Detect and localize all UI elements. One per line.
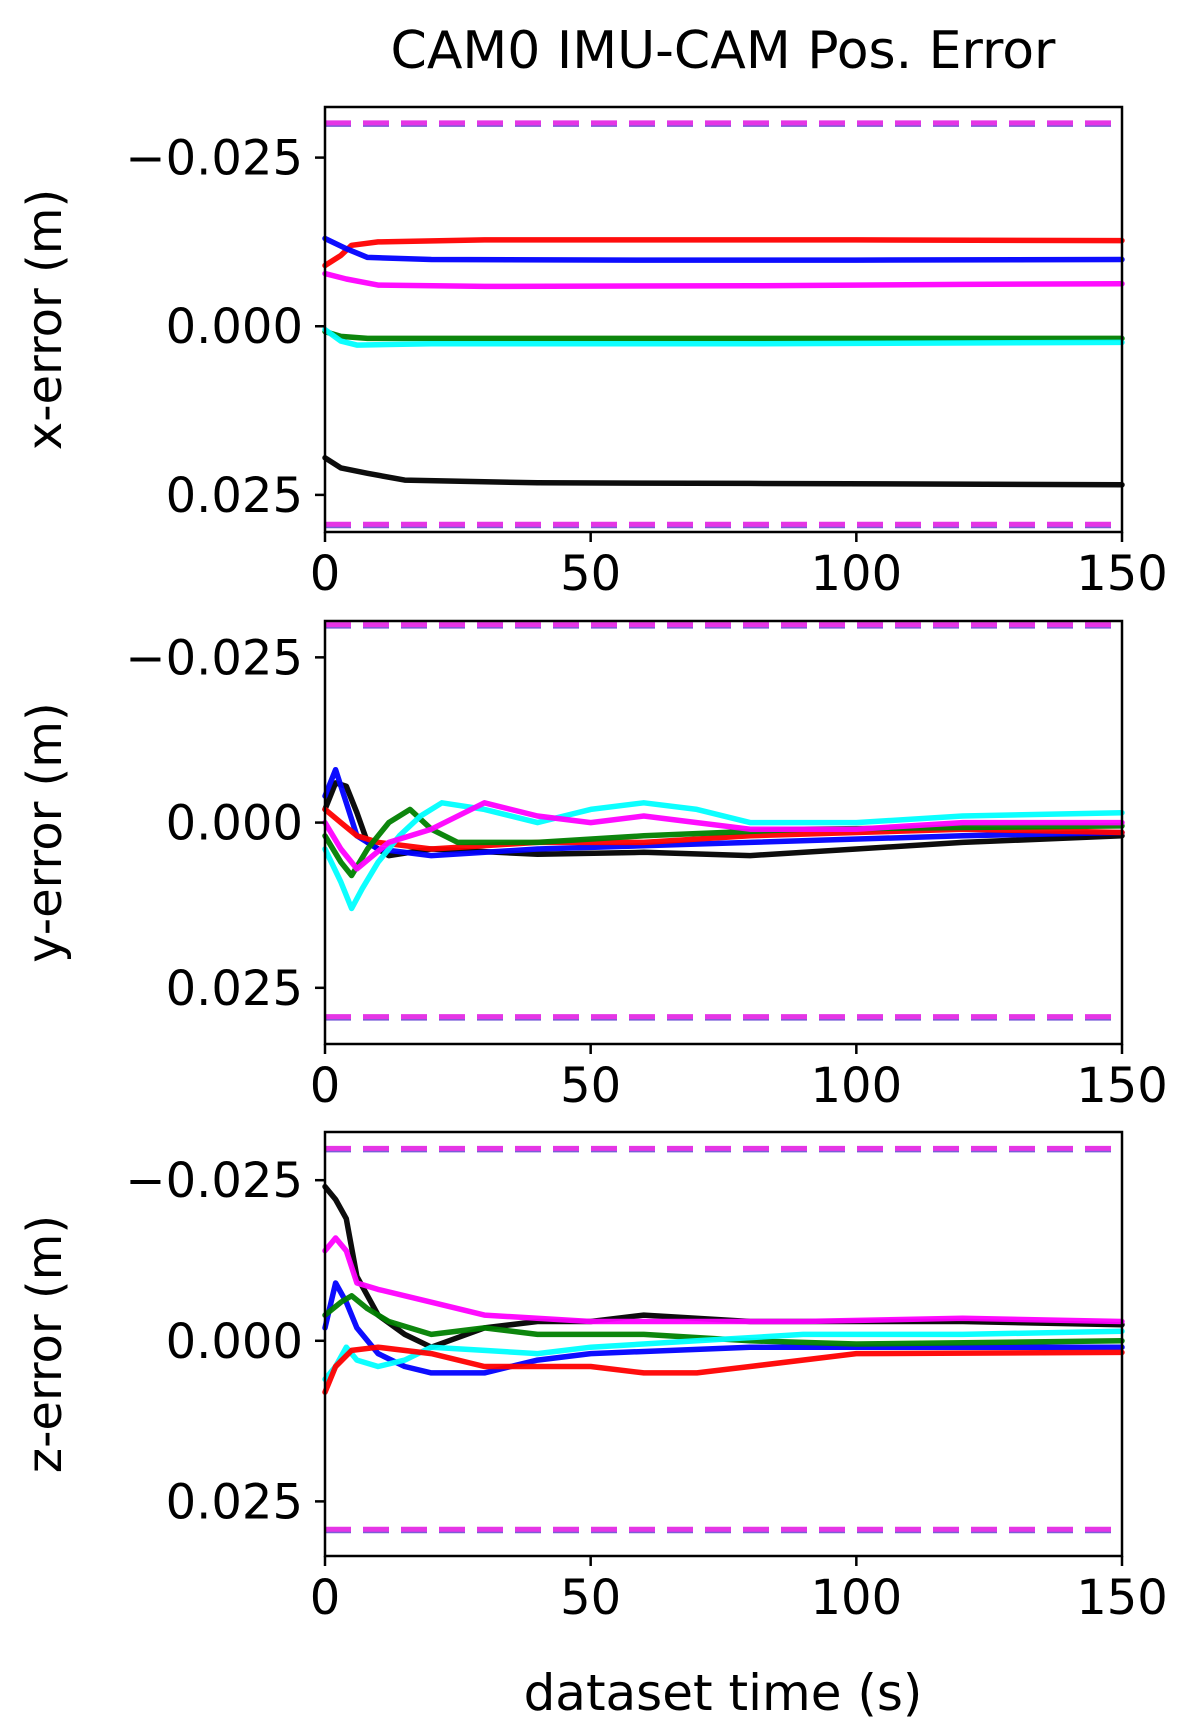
x-error-red-line <box>322 237 1125 269</box>
y-error-xtick-label: 150 <box>1076 1058 1168 1114</box>
x-error-black-line <box>322 455 1125 488</box>
x-error-xtick-label: 0 <box>310 546 341 602</box>
y-error-xtick-label: 50 <box>560 1058 621 1114</box>
y-error-red-line <box>322 806 1125 852</box>
z-error-series <box>322 1145 1125 1534</box>
x-error-series <box>322 120 1125 529</box>
z-error-xtick-label: 50 <box>560 1570 621 1626</box>
x-error-ylabel: x-error (m) <box>17 189 73 450</box>
z-error-xtick-label: 150 <box>1076 1570 1168 1626</box>
x-error-cyan-line <box>322 326 1125 348</box>
z-error-ytick-label: 0.025 <box>166 1474 303 1530</box>
y-error-ytick-label: −0.025 <box>125 630 303 686</box>
z-error-axes-frame <box>323 1130 1124 1558</box>
y-error-ytick-label: 0.025 <box>166 961 303 1017</box>
x-error-xtick-label: 150 <box>1076 546 1168 602</box>
y-error-panel: 0 50 100 150 −0.025 0.000 0.025 y-error (m) <box>17 619 1168 1114</box>
z-error-panel: 0 50 100 150 −0.025 0.000 0.025 z-error (m) <box>17 1130 1168 1626</box>
z-error-ytick-label: 0.000 <box>166 1314 303 1370</box>
x-error-green-line <box>322 328 1125 342</box>
z-error-magenta-line <box>322 1235 1125 1325</box>
x-error-ticks: 0 50 100 150 −0.025 0.000 0.025 <box>125 131 1167 602</box>
x-error-blue-line <box>322 235 1125 263</box>
chart-xlabel: dataset time (s) <box>524 1664 923 1722</box>
x-error-xtick-label: 100 <box>811 546 903 602</box>
x-error-xtick-label: 50 <box>560 546 621 602</box>
x-error-magenta-line <box>322 270 1125 290</box>
x-error-ytick-label: 0.025 <box>166 468 303 524</box>
x-error-axes-frame <box>323 105 1124 534</box>
z-error-xtick-label: 100 <box>811 1570 903 1626</box>
y-error-ticks: 0 50 100 150 −0.025 0.000 0.025 <box>125 630 1167 1114</box>
x-error-ytick-label: 0.000 <box>166 299 303 355</box>
x-error-panel: 0 50 100 150 −0.025 0.000 0.025 x-error (m) <box>17 105 1168 602</box>
y-error-ylabel: y-error (m) <box>17 702 73 963</box>
x-error-ytick-label: −0.025 <box>125 131 303 187</box>
y-error-ytick-label: 0.000 <box>166 796 303 852</box>
y-error-blue-line <box>322 766 1125 859</box>
z-error-ylabel: z-error (m) <box>17 1215 73 1473</box>
z-error-ytick-label: −0.025 <box>125 1153 303 1209</box>
z-error-red-line <box>322 1344 1125 1395</box>
y-error-cyan-line <box>322 800 1125 912</box>
chart-title: CAM0 IMU-CAM Pos. Error <box>391 21 1057 81</box>
y-error-xtick-label: 0 <box>310 1058 341 1114</box>
z-error-blue-line <box>322 1280 1125 1376</box>
y-error-axes-frame <box>323 619 1124 1046</box>
y-error-xtick-label: 100 <box>811 1058 903 1114</box>
z-error-green-line <box>322 1293 1125 1347</box>
z-error-cyan-line <box>322 1328 1125 1383</box>
z-error-ticks: 0 50 100 150 −0.025 0.000 0.025 <box>125 1153 1167 1626</box>
z-error-xtick-label: 0 <box>310 1570 341 1626</box>
y-error-magenta-line <box>322 800 1125 872</box>
y-error-series <box>322 622 1125 1021</box>
